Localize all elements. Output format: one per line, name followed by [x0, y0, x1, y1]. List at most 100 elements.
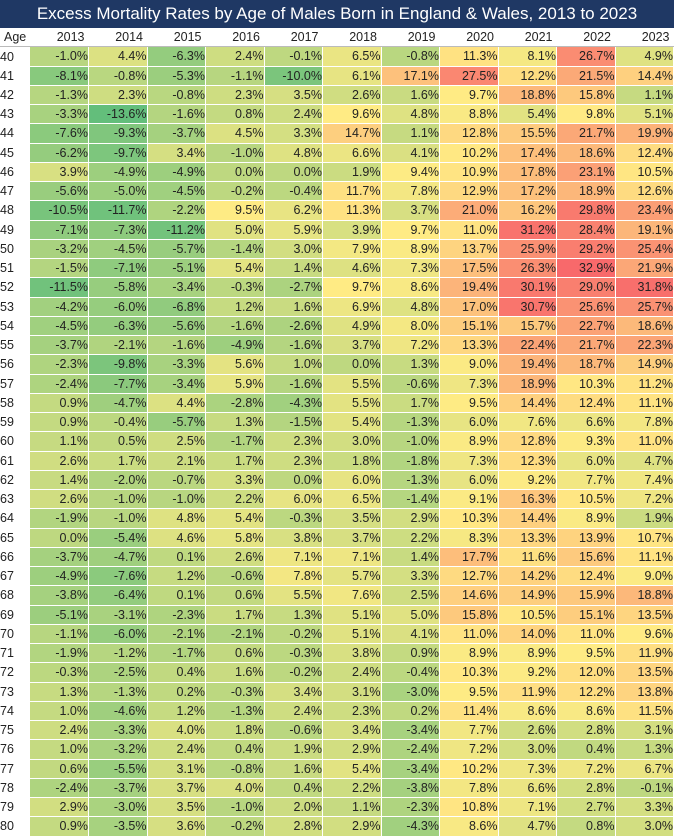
heatmap-cell: 3.0% [264, 239, 323, 260]
heatmap-cell: 14.6% [439, 585, 499, 606]
table-row: 42 -1.3% 2.3% -0.8% 2.3% 3.5% 2.6% 1.6% 9.7% 18.8… [0, 85, 674, 106]
heatmap-cell: 19.4% [439, 277, 499, 298]
heatmap-cell: 8.9% [498, 643, 557, 664]
heatmap-cell: 3.7% [322, 528, 382, 548]
heatmap-cell: 2.4% [30, 720, 89, 741]
heatmap-cell: -13.6% [88, 104, 148, 125]
heatmap-cell: -0.4% [264, 181, 323, 202]
heatmap-cell: -0.1% [264, 46, 323, 67]
heatmap-cell: 7.8% [439, 778, 499, 799]
heatmap-cell: 0.4% [264, 778, 323, 799]
heatmap-cell: 4.5% [205, 123, 265, 144]
age-label: 47 [0, 181, 30, 201]
heatmap-cell: -0.7% [147, 470, 206, 491]
age-label: 76 [0, 739, 30, 759]
heatmap-cell: 0.9% [30, 816, 89, 837]
heatmap-cell: 13.5% [615, 605, 674, 625]
age-label: 71 [0, 643, 30, 663]
heatmap-cell: -6.2% [30, 143, 89, 163]
heatmap-cell: 6.6% [556, 412, 616, 433]
heatmap-cell: 15.7% [498, 316, 557, 337]
heatmap-cell: 3.4% [264, 682, 323, 702]
heatmap-cell: 13.3% [498, 528, 557, 548]
heatmap-cell: 31.2% [498, 220, 557, 240]
heatmap-cell: 6.0% [556, 451, 616, 471]
heatmap-cell: 0.2% [147, 682, 206, 702]
heatmap-cell: 21.7% [556, 123, 616, 144]
heatmap-cell: 3.0% [498, 739, 557, 760]
heatmap-cell: 3.9% [30, 162, 89, 183]
heatmap-cell: 9.7% [322, 277, 382, 298]
heatmap-cell: -5.0% [88, 181, 148, 202]
heatmap-cell: 11.0% [556, 624, 616, 645]
age-label: 58 [0, 393, 30, 413]
heatmap-cell: 18.9% [556, 181, 616, 202]
heatmap-cell: -0.4% [381, 662, 440, 683]
heatmap-cell: 1.0% [264, 354, 323, 375]
heatmap-cell: 0.0% [264, 470, 323, 491]
heatmap-cell: 1.7% [205, 451, 265, 471]
heatmap-cell: -0.3% [30, 662, 89, 683]
heatmap-cell: -3.3% [30, 104, 89, 125]
heatmap-cell: 14.0% [498, 624, 557, 645]
heatmap-cell: 3.8% [322, 643, 382, 664]
column-header-2017: 2017 [264, 28, 323, 48]
heatmap-cell: -4.3% [264, 393, 323, 414]
table-row: 68 -3.8% -6.4% 0.1% 0.6% 5.5% 7.6% 2.5% 14.6% 14.… [0, 585, 674, 606]
heatmap-cell: -3.4% [147, 277, 206, 298]
heatmap-cell: 0.9% [381, 643, 440, 664]
heatmap-cell: -1.7% [147, 643, 206, 664]
heatmap-cell: 5.9% [205, 374, 265, 394]
column-header-2021: 2021 [498, 28, 557, 48]
heatmap-cell: -1.6% [264, 335, 323, 356]
heatmap-cell: 17.0% [439, 297, 499, 317]
heatmap-cell: 7.2% [439, 739, 499, 760]
heatmap-cell: 3.3% [264, 123, 323, 144]
heatmap-cell: 2.3% [264, 451, 323, 471]
table-row: 46 3.9% -4.9% -4.9% 0.0% 0.0% 1.9% 9.4% 10.9% 17.… [0, 162, 674, 183]
heatmap-cell: -3.0% [381, 682, 440, 702]
heatmap-cell: -1.6% [264, 374, 323, 394]
heatmap-cell: -1.0% [205, 143, 265, 163]
heatmap-cell: 9.8% [556, 104, 616, 125]
heatmap-cell: 12.2% [498, 66, 557, 86]
heatmap-cell: 11.9% [615, 643, 674, 664]
heatmap-cell: 2.3% [322, 701, 382, 722]
heatmap-cell: 1.9% [322, 162, 382, 183]
age-label: 74 [0, 701, 30, 721]
heatmap-cell: -1.9% [30, 508, 89, 529]
column-header-2018: 2018 [322, 28, 381, 48]
heatmap-cell: 8.6% [439, 816, 499, 837]
heatmap-cell: 7.1% [498, 797, 557, 818]
heatmap-cell: 5.4% [205, 258, 265, 279]
heatmap-cell: 6.0% [322, 470, 382, 491]
table-row: 56 -2.3% -9.8% -3.3% 5.6% 1.0% 0.0% 1.3% 9.0% 19.… [0, 354, 674, 375]
age-label: 55 [0, 335, 30, 355]
heatmap-cell: 13.7% [439, 239, 499, 260]
heatmap-cell: -2.1% [205, 624, 265, 645]
heatmap-cell: 11.7% [322, 181, 382, 202]
heatmap-cell: 12.0% [556, 662, 616, 683]
heatmap-cell: -1.9% [30, 643, 89, 664]
heatmap-cell: -10.0% [264, 66, 323, 86]
heatmap-cell: 7.6% [322, 585, 382, 606]
age-label: 44 [0, 123, 30, 143]
heatmap-cell: 6.5% [322, 489, 382, 510]
heatmap-cell: -0.8% [147, 85, 206, 106]
heatmap-cell: 16.2% [498, 200, 557, 221]
heatmap-cell: 11.6% [498, 547, 557, 568]
heatmap-cell: 5.7% [322, 566, 382, 587]
heatmap-cell: -1.3% [30, 85, 89, 106]
heatmap-cell: 4.9% [322, 316, 382, 337]
heatmap-cell: -5.6% [147, 316, 206, 337]
heatmap-cell: -1.8% [381, 451, 440, 471]
table-row: 51 -1.5% -7.1% -5.1% 5.4% 1.4% 4.6% 7.3% 17.5% 26… [0, 258, 674, 279]
age-label: 53 [0, 297, 30, 317]
heatmap-cell: 12.9% [439, 181, 499, 202]
age-label: 60 [0, 431, 30, 451]
heatmap-cell: -3.0% [88, 797, 148, 818]
heatmap-cell: 1.7% [88, 451, 148, 471]
age-label: 79 [0, 797, 30, 817]
heatmap-cell: -5.7% [147, 239, 206, 260]
